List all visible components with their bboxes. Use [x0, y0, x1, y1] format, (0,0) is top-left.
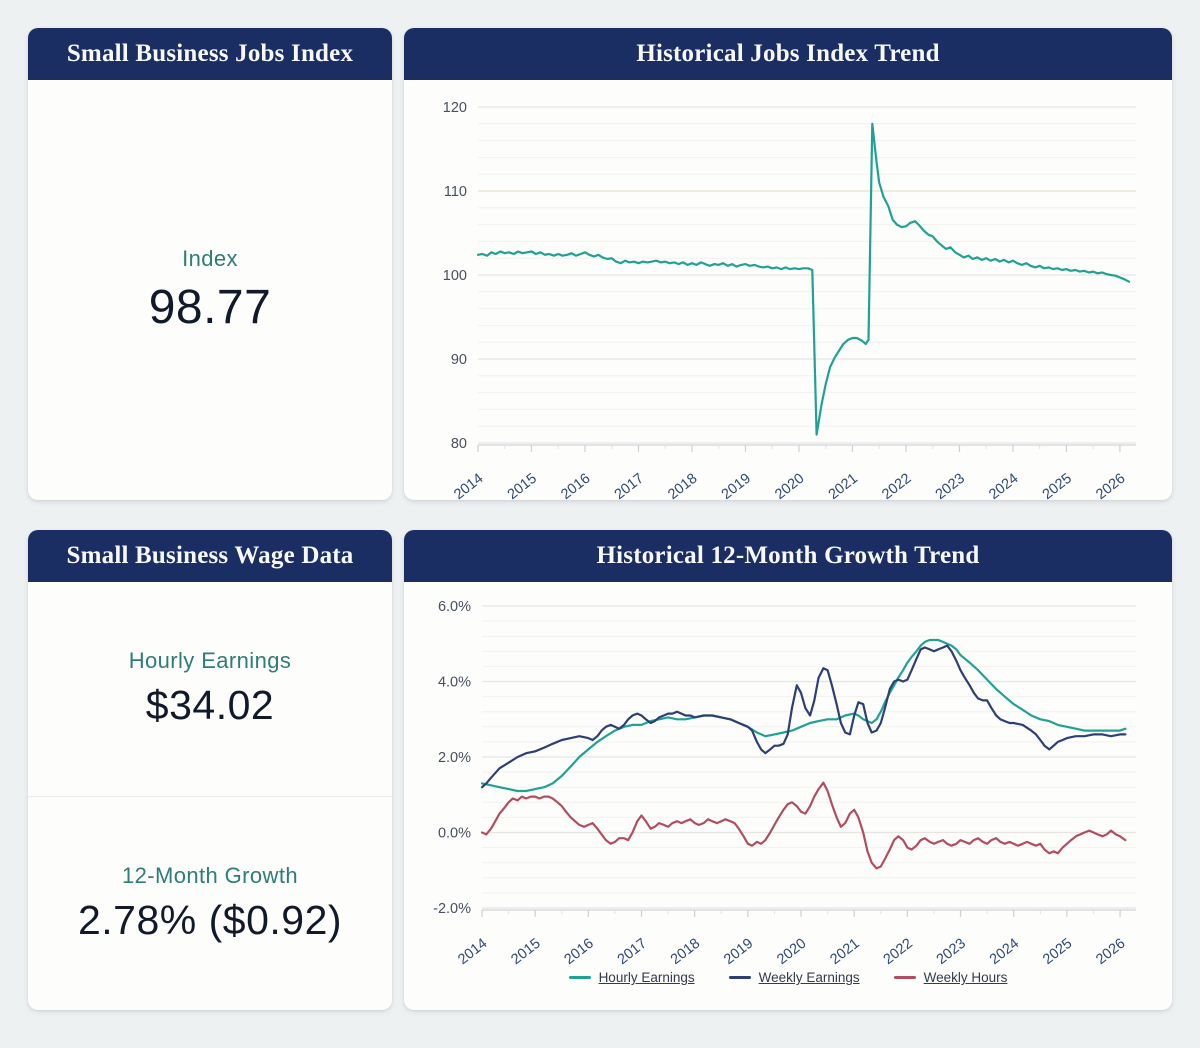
svg-text:2016: 2016	[561, 936, 596, 968]
card-jobs-index-title: Small Business Jobs Index	[66, 40, 354, 67]
card-jobs-trend-title: Historical Jobs Index Trend	[636, 40, 940, 67]
svg-text:2018: 2018	[668, 936, 703, 968]
svg-text:80: 80	[451, 436, 467, 452]
svg-text:2020: 2020	[774, 936, 809, 968]
growth-trend-chart: -2.0% 0.0% 2.0% 4.0% 6.0% 2014 2015 2016 2017 201…	[433, 599, 1136, 968]
svg-text:2022: 2022	[881, 936, 916, 968]
svg-text:110: 110	[444, 184, 467, 200]
legend-item-weekly-earnings[interactable]: Weekly Earnings	[728, 970, 860, 985]
jobs-index-stat: Index 98.77	[28, 80, 392, 500]
index-label: Index	[182, 245, 238, 271]
hourly-earnings-label: Hourly Earnings	[128, 648, 292, 674]
svg-text:2021: 2021	[827, 936, 862, 968]
legend-label-weekly-earnings: Weekly Earnings	[758, 970, 860, 985]
card-jobs-trend-header: Historical Jobs Index Trend	[404, 28, 1172, 80]
svg-text:2016: 2016	[558, 471, 593, 500]
card-growth-trend-body: -2.0% 0.0% 2.0% 4.0% 6.0% 2014 2015 2016 2017 201…	[404, 582, 1172, 1010]
card-jobs-index-body: Index 98.77	[28, 80, 392, 500]
svg-text:2.0%: 2.0%	[438, 750, 471, 766]
growth-trend-legend: Hourly Earnings Weekly Earnings Weekly H…	[404, 970, 1172, 1008]
svg-text:2018: 2018	[665, 471, 700, 500]
svg-text:2017: 2017	[612, 471, 647, 500]
svg-text:2021: 2021	[826, 471, 861, 500]
twelve-month-growth-stat: 12-Month Growth 2.78% ($0.92)	[28, 797, 392, 1011]
card-jobs-index-header: Small Business Jobs Index	[28, 28, 392, 80]
card-wage-data-title: Small Business Wage Data	[66, 542, 354, 569]
svg-text:2022: 2022	[879, 471, 914, 500]
card-wage-data: Small Business Wage Data Hourly Earnings…	[28, 530, 392, 1010]
card-wage-data-header: Small Business Wage Data	[28, 530, 392, 582]
svg-text:2024: 2024	[987, 936, 1022, 968]
card-growth-trend-title: Historical 12-Month Growth Trend	[596, 542, 980, 569]
svg-text:100: 100	[443, 268, 467, 284]
svg-text:2019: 2019	[719, 471, 754, 500]
card-jobs-trend-body: 80 90 100 110 120 2014 2015 2016 2017 2018 2019 202…	[404, 80, 1172, 500]
svg-text:2026: 2026	[1093, 936, 1128, 968]
svg-text:2014: 2014	[451, 471, 486, 500]
svg-text:2026: 2026	[1093, 471, 1128, 500]
svg-text:2023: 2023	[934, 936, 969, 968]
svg-text:4.0%: 4.0%	[438, 675, 471, 691]
card-wage-data-body: Hourly Earnings $34.02 12-Month Growth 2…	[28, 582, 392, 1010]
hourly-earnings-legend-dash-icon	[568, 976, 591, 979]
svg-text:2025: 2025	[1040, 936, 1075, 968]
hourly-earnings-value: $34.02	[145, 682, 275, 729]
section-divider	[28, 795, 392, 797]
svg-text:6.0%: 6.0%	[438, 599, 471, 615]
card-growth-trend-header: Historical 12-Month Growth Trend	[404, 530, 1172, 582]
svg-text:2020: 2020	[772, 471, 807, 500]
svg-text:2017: 2017	[615, 936, 650, 968]
twelve-month-growth-label: 12-Month Growth	[122, 862, 298, 888]
svg-text:120: 120	[443, 100, 467, 116]
legend-label-weekly-hours: Weekly Hours	[923, 970, 1008, 985]
jobs-index-trend-chart: 80 90 100 110 120 2014 2015 2016 2017 2018 2019 202…	[443, 100, 1136, 500]
hourly-earnings-stat: Hourly Earnings $34.02	[28, 582, 392, 796]
svg-text:2019: 2019	[721, 936, 756, 968]
twelve-month-growth-value: 2.78% ($0.92)	[77, 896, 343, 943]
svg-text:0.0%: 0.0%	[438, 826, 471, 842]
svg-text:90: 90	[451, 352, 467, 368]
svg-text:2024: 2024	[986, 471, 1021, 500]
svg-text:-2.0%: -2.0%	[433, 901, 471, 917]
svg-text:2025: 2025	[1040, 471, 1075, 500]
svg-text:2023: 2023	[933, 471, 968, 500]
legend-label-hourly-earnings: Hourly Earnings	[598, 970, 695, 985]
weekly-hours-legend-dash-icon	[893, 976, 916, 979]
weekly-earnings-legend-dash-icon	[728, 976, 751, 979]
index-value: 98.77	[148, 280, 272, 334]
legend-item-hourly-earnings[interactable]: Hourly Earnings	[568, 970, 695, 985]
svg-text:2015: 2015	[508, 936, 543, 968]
card-jobs-trend: Historical Jobs Index Trend 80 90 100 110 12…	[404, 28, 1172, 500]
svg-text:2014: 2014	[455, 936, 490, 968]
card-growth-trend: Historical 12-Month Growth Trend -2.0% 0.…	[404, 530, 1172, 1010]
legend-item-weekly-hours[interactable]: Weekly Hours	[893, 970, 1008, 985]
svg-text:2015: 2015	[505, 471, 540, 500]
card-jobs-index: Small Business Jobs Index Index 98.77	[28, 28, 392, 500]
